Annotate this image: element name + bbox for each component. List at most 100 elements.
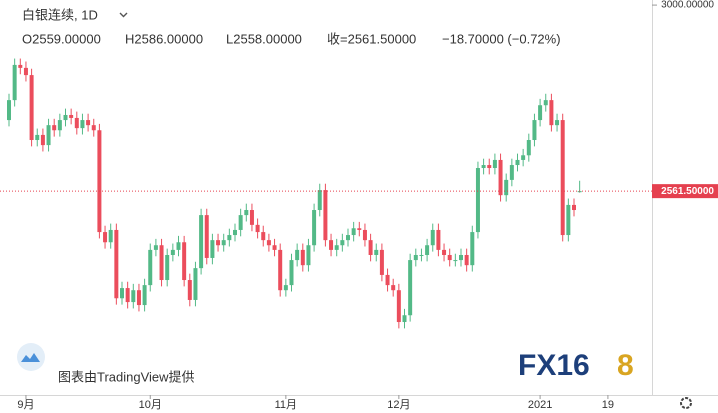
candle-body (475, 168, 480, 233)
candle-body (560, 120, 565, 236)
candle-body (566, 204, 571, 236)
candle-body (52, 125, 57, 131)
candle-body (504, 179, 509, 196)
candle-body (46, 125, 51, 146)
candle-body (23, 67, 28, 76)
candle-body (555, 120, 560, 126)
candle-body (170, 249, 175, 255)
last-price-label: 2561.50000 (661, 186, 714, 197)
candle-body (317, 190, 322, 211)
candle-body (12, 64, 17, 101)
candle-body (379, 249, 384, 275)
x-tick-label: 12月 (387, 399, 410, 411)
candle-body (91, 125, 96, 131)
candle-body (278, 249, 283, 291)
candle-body (374, 249, 379, 255)
candle-body (210, 240, 215, 258)
x-tick-label: 11月 (275, 399, 297, 411)
candle-body (357, 228, 362, 230)
candle-body (80, 120, 85, 129)
header-close: 收=2561.50000 (327, 31, 416, 46)
candle-body (295, 249, 300, 261)
candle-body (408, 260, 413, 316)
candle-body (521, 155, 526, 160)
candle-body (402, 315, 407, 323)
last-price-box (652, 184, 718, 199)
candle-body (526, 140, 531, 156)
candle-body (538, 105, 543, 121)
candle-body (182, 242, 187, 281)
logo-main: FX16 (518, 349, 590, 382)
candle-body (515, 159, 520, 166)
candle-body (136, 290, 141, 306)
header-low: L2558.00000 (226, 31, 302, 46)
candle-body (148, 249, 153, 286)
candle-body (453, 260, 458, 262)
x-tick-label: 19 (602, 399, 614, 411)
candle-body (238, 215, 243, 230)
candle-body (430, 229, 435, 246)
header-high: H2586.00000 (125, 31, 203, 46)
candle-body (261, 232, 266, 241)
candle-body (35, 134, 40, 141)
candle-body (18, 64, 23, 68)
candle-body (125, 288, 130, 303)
candle-body (193, 268, 198, 300)
candle-body (272, 245, 277, 250)
candle-body (187, 280, 192, 300)
candle-body (346, 235, 350, 241)
candle-body (40, 134, 45, 146)
candle-body (549, 100, 554, 126)
candle-body (425, 245, 430, 255)
candle-body (204, 215, 209, 258)
candle-body (509, 165, 514, 180)
candle-body (543, 100, 548, 106)
candle-body (368, 240, 373, 255)
plot (0, 58, 652, 329)
candle-body (233, 229, 237, 236)
candle-body (227, 235, 232, 241)
candle-body (255, 224, 260, 233)
candle-body (142, 285, 147, 306)
candle-body (283, 285, 288, 291)
candle-body (63, 114, 68, 121)
candle-body (572, 204, 576, 211)
candle-body (159, 245, 164, 281)
logo-accent: 8 (617, 349, 634, 382)
candle-body (266, 240, 271, 246)
tv-logo (21, 353, 40, 362)
candle-body (391, 285, 396, 291)
candle-body (481, 165, 486, 169)
candle-body (199, 215, 204, 269)
candle-body (86, 120, 91, 126)
candle-body (340, 240, 345, 246)
header-open: O2559.00000 (22, 31, 101, 46)
candle-body (396, 290, 401, 323)
candle-body (351, 228, 356, 236)
x-tick-label: 9月 (17, 399, 34, 411)
candle-body (532, 120, 537, 141)
candle-body (165, 254, 170, 281)
dropdown-icon[interactable] (119, 12, 128, 18)
candle-body (442, 249, 447, 255)
candle-body (306, 245, 311, 266)
candle-body (69, 114, 74, 118)
y-tick-label: 3000.00000 (661, 0, 714, 11)
settings-icon[interactable] (680, 397, 692, 409)
candle-body (249, 210, 254, 225)
candle-body (57, 120, 62, 131)
candle-body (459, 254, 463, 261)
x-tick-label: 10月 (139, 399, 162, 411)
candle-body (577, 191, 582, 193)
candle-body (114, 229, 119, 299)
candle-body (221, 240, 226, 246)
candle-body (498, 159, 503, 196)
candle-body (244, 210, 249, 216)
candle-body (329, 240, 334, 250)
candle-body (176, 242, 181, 250)
candle-body (385, 274, 390, 286)
candle-body (120, 288, 124, 299)
candle-body (487, 165, 492, 169)
